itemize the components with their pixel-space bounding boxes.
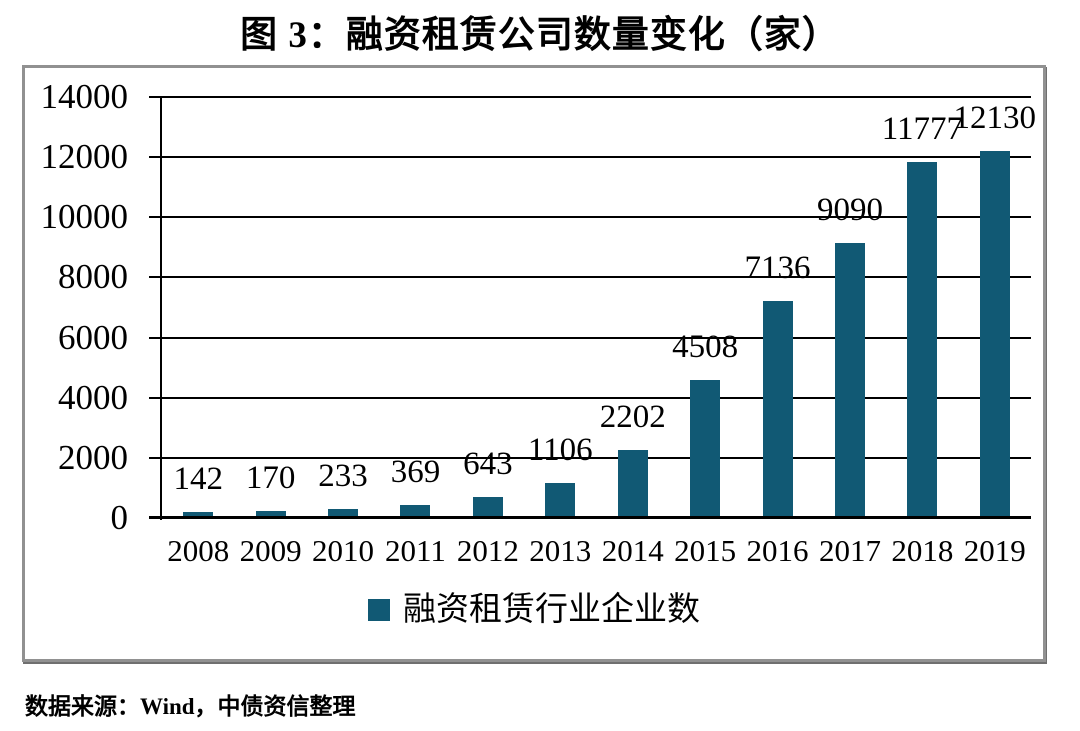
bar-2019 [979,151,1010,516]
y-axis-tick-label: 12000 [40,137,129,177]
y-tick-mark [149,517,162,519]
gridline-4000 [162,396,1031,399]
x-axis-tick-label: 2013 [529,533,592,568]
bar-2013 [545,483,576,516]
y-tick-mark [149,456,162,459]
x-axis-tick-label: 2015 [674,533,737,568]
x-axis-tick-label: 2019 [963,533,1026,568]
plot-area: 0 2000 4000 6000 8000 10000 12000 14000 142 2008 1… [41,78,1037,568]
x-axis-tick-label: 2008 [167,533,230,568]
y-axis-line [160,96,162,520]
bar-2018 [907,162,938,516]
bar-2017 [834,243,865,516]
bar-value-label: 369 [390,454,441,490]
bar-value-label: 142 [173,461,223,497]
chart-frame: 0 2000 4000 6000 8000 10000 12000 14000 142 2008 1… [22,65,1046,662]
bar-value-label: 12130 [953,100,1037,136]
gridline-2000 [162,456,1031,459]
y-tick-mark [149,216,162,219]
bar-value-label: 11777 [881,111,964,147]
x-axis-tick-label: 2010 [312,533,375,568]
chart-title: 图 3：融资租赁公司数量变化（家） [240,15,840,56]
bar-value-label: 1106 [527,432,593,468]
bar-value-label: 233 [318,458,368,494]
x-axis-tick-label: 2017 [818,533,881,568]
y-axis-tick-label: 4000 [58,377,128,417]
y-tick-mark [149,156,162,159]
bar-2015 [690,380,721,516]
bar-2012 [472,497,503,516]
x-axis-tick-label: 2018 [891,533,954,568]
y-tick-mark [149,396,162,399]
gridline-6000 [162,336,1031,339]
bar-value-label: 9090 [816,192,883,228]
bar-2009 [255,511,286,516]
y-tick-mark [149,96,162,98]
y-axis-tick-label: 10000 [40,197,129,237]
bar-value-label: 7136 [744,250,811,286]
source-note: 数据来源：Wind，中债资信整理 [25,694,356,719]
y-axis-tick-label: 8000 [58,257,128,297]
y-axis-tick-label: 14000 [40,77,129,116]
bar-value-label: 2202 [599,399,666,435]
gridline-12000 [162,156,1031,159]
gridline-10000 [162,216,1031,219]
bar-2008 [183,512,214,516]
legend: 融资租赁行业企业数 [25,592,1043,628]
legend-series-label: 融资租赁行业企业数 [403,592,700,628]
gridline-8000 [162,276,1031,279]
bar-value-label: 170 [245,460,296,496]
bar-value-label: 4508 [672,329,739,365]
bar-2010 [328,509,359,516]
x-axis-tick-label: 2012 [456,533,519,568]
x-axis-tick-label: 2011 [385,533,446,568]
y-tick-mark [149,336,162,339]
bar-value-label: 643 [463,446,513,482]
y-axis-tick-label: 6000 [58,317,128,357]
bar-2014 [617,450,648,516]
y-axis-tick-label: 0 [110,498,129,537]
bar-2011 [400,505,431,516]
bar-2016 [762,301,793,516]
x-axis-line [149,516,1031,519]
legend-swatch-icon [368,599,390,621]
x-axis-tick-label: 2014 [601,533,664,568]
y-tick-mark [149,276,162,279]
y-axis-tick-label: 2000 [58,437,128,477]
x-axis-tick-label: 2016 [746,533,809,568]
gridline-14000 [162,96,1031,98]
x-axis-tick-label: 2009 [239,533,302,568]
